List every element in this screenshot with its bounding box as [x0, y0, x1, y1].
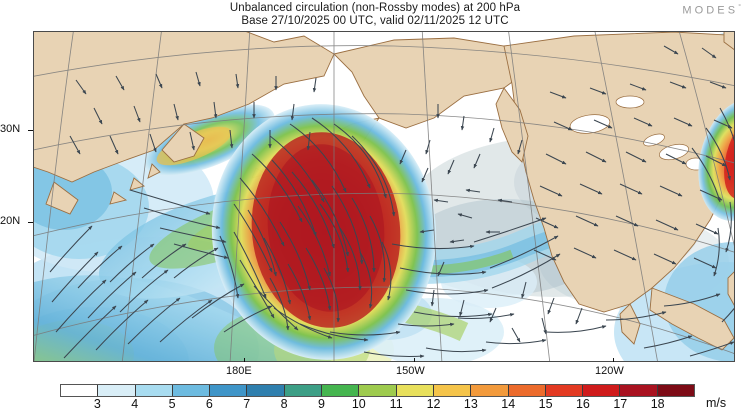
colorbar-tick-6: 6: [205, 397, 213, 411]
colorbar-segment-3: [172, 385, 211, 396]
chart-title-line1: Unbalanced circulation (non-Rossby modes…: [229, 2, 521, 14]
colorbar-tick-9: 9: [317, 397, 325, 411]
colorbar-tick-10: 10: [351, 397, 366, 411]
colorbar-segment-12: [508, 385, 546, 396]
colorbar-tick-5: 5: [168, 397, 176, 411]
colorbar-tick-7: 7: [243, 397, 251, 411]
colorbar-segment-15: [620, 385, 658, 396]
colorbar-tick-12: 12: [426, 397, 441, 411]
chart-title-block: Unbalanced circulation (non-Rossby modes…: [0, 2, 750, 28]
colorbar-tick-17: 17: [613, 397, 628, 411]
lon-tickmark-180E: [244, 358, 245, 362]
east-coast-maximum: [698, 99, 734, 221]
modes-brand-logo: MODES°: [682, 4, 741, 17]
colorbar-segment-6: [284, 385, 323, 396]
chart-title-line2: Base 27/10/2025 00 UTC, valid 02/11/2025…: [241, 15, 509, 27]
lon-tickmark-150W: [414, 358, 415, 362]
lon-tickmark-120W: [613, 358, 614, 362]
colorbar-segment-13: [545, 385, 584, 396]
colorbar-tick-3: 3: [93, 397, 101, 411]
colorbar-tick-15: 15: [538, 397, 553, 411]
great-lakes: [569, 95, 707, 171]
brand-mark: °: [738, 4, 741, 11]
lon-tick-180E: 180E: [226, 365, 252, 377]
brand-name: MODES: [682, 4, 739, 17]
colorbar-segment-0: [61, 385, 99, 396]
lat-tick-30N: 30N: [0, 123, 21, 135]
land-masses: [34, 32, 734, 351]
map-panel: [33, 31, 735, 362]
colorbar-segment-5: [247, 385, 285, 396]
wind-vector-field: [49, 45, 734, 359]
colorbar-tick-13: 13: [463, 397, 478, 411]
colorbar-segment-7: [322, 385, 360, 396]
colorbar-tick-16: 16: [575, 397, 590, 411]
colorbar-segment-9: [396, 385, 434, 396]
colorbar-tick-4: 4: [131, 397, 139, 411]
colorbar-segment-1: [98, 385, 136, 396]
lat-tick-20N: 20N: [0, 215, 21, 227]
colorbar[interactable]: [60, 384, 695, 397]
colorbar-tick-11: 11: [389, 397, 403, 411]
colorbar-segment-16: [657, 385, 695, 396]
lon-tick-150W: 150W: [396, 365, 425, 377]
lon-tick-120W: 120W: [595, 365, 624, 377]
colorbar-tick-8: 8: [280, 397, 288, 411]
graticule: [34, 32, 734, 361]
map-content: [34, 32, 734, 361]
colorbar-segment-14: [583, 385, 621, 396]
colorbar-segment-2: [135, 385, 173, 396]
colorbar-segment-8: [359, 385, 397, 396]
colorbar-tick-18: 18: [650, 397, 665, 411]
colorbar-segment-10: [433, 385, 472, 396]
colorbar-tick-14: 14: [501, 397, 516, 411]
colorbar-unit-label: m/s: [706, 396, 727, 410]
colorbar-segment-11: [471, 385, 509, 396]
colorbar-segment-4: [210, 385, 248, 396]
lat-tickmark-30N: [28, 130, 33, 131]
lat-tickmark-20N: [28, 222, 33, 223]
